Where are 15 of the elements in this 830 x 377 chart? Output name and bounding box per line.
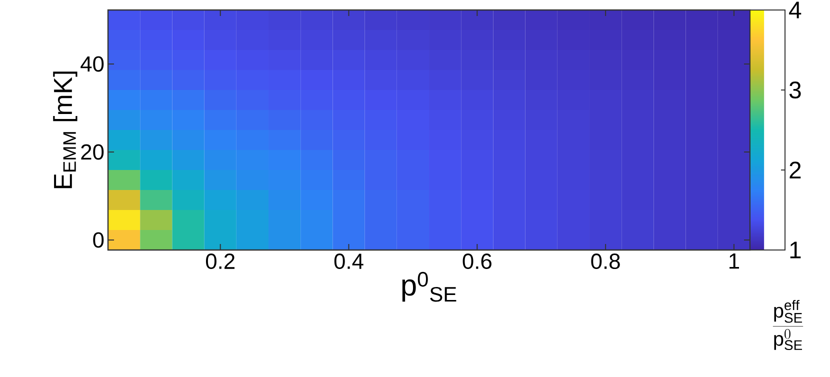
y-tick-label: 40 <box>80 56 104 72</box>
y-tick-label: 20 <box>81 144 104 160</box>
color-bar-label: 3 <box>789 82 801 98</box>
x-tick-label: 0.2 <box>206 254 234 270</box>
y-tick-label: 0 <box>93 232 104 248</box>
color-bar-title: $\frac{\mathrm{p}_{\mathrm{SE}}^{\mathrm{eff}}}{\mathrm{p}_{\mathrm{SE}}^{0}}$ <box>772 300 804 350</box>
color-bar-label: 2 <box>790 162 801 178</box>
x-tick-label: 1 <box>730 254 739 269</box>
color-bar-label: 1 <box>790 242 801 258</box>
x-tick-label: 0.6 <box>462 254 492 270</box>
x-axis-title: p$^{0}$SE <box>402 272 456 302</box>
x-tick-label: 0.8 <box>591 254 620 270</box>
y-axis-title: E$_{EMM}$ [mK] <box>53 72 78 188</box>
color-bar-label: 4 <box>789 2 802 18</box>
x-tick-label: 0.4 <box>334 254 364 270</box>
